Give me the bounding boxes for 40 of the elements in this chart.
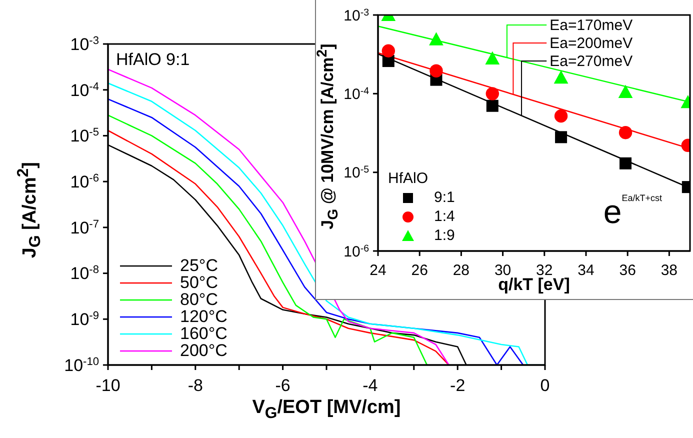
y-tick-label: 10$^{-6}$ bbox=[344, 242, 369, 260]
legend-label: 1:9 bbox=[434, 226, 455, 245]
y-tick-label: 10$^{-8}$ bbox=[70, 264, 99, 284]
legend-label: 9:1 bbox=[434, 188, 455, 207]
legend-label: 25°C bbox=[180, 256, 218, 275]
x-tick-label: 28 bbox=[452, 262, 470, 279]
y-tick-label: 10$^{-6}$ bbox=[70, 172, 99, 192]
legend-label: 160°C bbox=[180, 324, 228, 343]
x-tick-label: 34 bbox=[578, 262, 594, 279]
x-tick-label: 38 bbox=[660, 262, 678, 279]
y-tick-label: 10$^{-7}$ bbox=[70, 218, 99, 238]
annotation: Ea=270meV bbox=[550, 53, 633, 70]
y-tick-label: 10$^{-3}$ bbox=[70, 34, 99, 54]
x-axis-title: V$_{G}$/EOT [MV/cm] bbox=[251, 397, 402, 423]
legend-label: 50°C bbox=[180, 273, 218, 292]
x-tick-label: -10 bbox=[96, 376, 120, 395]
x-tick-label: 26 bbox=[411, 262, 428, 279]
x-tick-label: -6 bbox=[275, 376, 290, 395]
legend-label: 200°C bbox=[180, 341, 228, 360]
x-tick-label: -4 bbox=[362, 376, 378, 395]
x-tick-label: -8 bbox=[188, 376, 203, 395]
annotation: HfAlO 9:1 bbox=[116, 50, 190, 70]
annotation: e$^{Ea/kT+cst}$ bbox=[603, 193, 662, 231]
annotation: Ea=200meV bbox=[550, 35, 633, 52]
y-tick-label: 10$^{-5}$ bbox=[344, 164, 370, 182]
y-tick-label: 10$^{-5}$ bbox=[70, 126, 99, 146]
y-tick-label: 10$^{-4}$ bbox=[70, 80, 99, 100]
x-tick-label: 0 bbox=[540, 376, 550, 395]
legend-label: 1:4 bbox=[434, 207, 455, 226]
legend-title: HfAlO bbox=[388, 169, 430, 188]
y-tick-label: 10$^{-4}$ bbox=[344, 85, 370, 103]
x-tick-label: 24 bbox=[370, 262, 386, 279]
legend-label: 120°C bbox=[180, 307, 228, 326]
legend-label: 80°C bbox=[180, 290, 218, 309]
y-tick-label: 10$^{-3}$ bbox=[344, 6, 369, 24]
y-tick-label: 10$^{-10}$ bbox=[64, 356, 99, 375]
x-tick-label: 36 bbox=[619, 262, 636, 279]
annotation: Ea=170meV bbox=[550, 17, 633, 34]
y-tick-label: 10$^{-9}$ bbox=[70, 310, 99, 330]
x-tick-label: -2 bbox=[450, 376, 466, 395]
